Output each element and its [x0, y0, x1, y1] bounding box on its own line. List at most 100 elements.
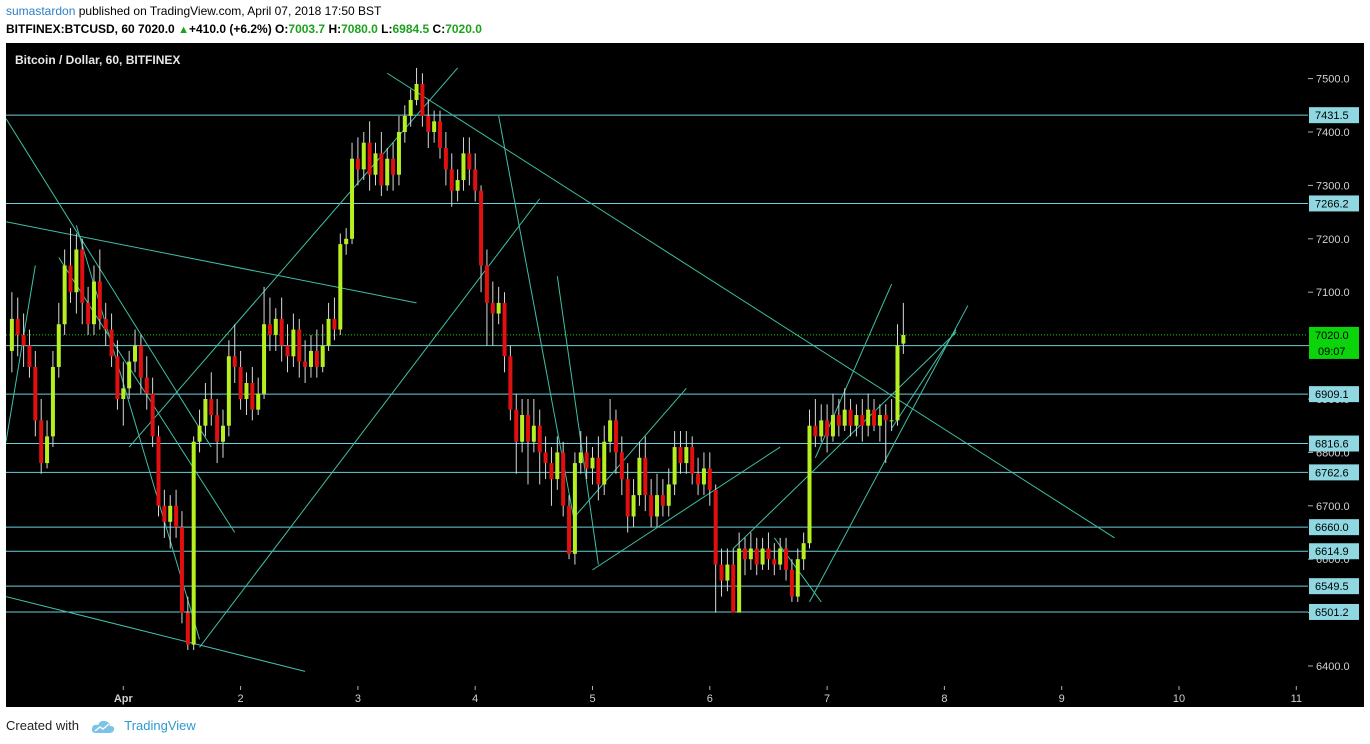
candle-body: [127, 361, 132, 389]
candle-body: [866, 409, 871, 426]
level-tag-bg: [1309, 543, 1359, 560]
candle-body: [39, 420, 44, 464]
candle-body: [666, 484, 671, 506]
candle-body: [895, 345, 900, 421]
open-value: 7003.7: [288, 22, 326, 36]
x-tick-label: 6: [707, 693, 713, 705]
candle-body: [27, 345, 32, 367]
candle-body: [74, 249, 79, 293]
created-with-text: Created with: [6, 718, 79, 733]
trendline: [199, 198, 541, 648]
candle-body: [115, 356, 120, 399]
candle-body: [438, 121, 443, 149]
candle-body: [215, 415, 220, 442]
candle-body: [185, 612, 190, 645]
candle-body: [467, 153, 472, 170]
candle-body: [561, 452, 566, 506]
time-scale[interactable]: [6, 686, 1308, 707]
candle-body: [672, 447, 677, 485]
x-tick-label: 7: [824, 693, 830, 705]
footer: Created with TradingView: [6, 718, 196, 734]
trendline: [75, 225, 201, 640]
candle-body: [637, 457, 642, 496]
candle-body: [819, 420, 824, 437]
chart-area[interactable]: [6, 43, 1308, 686]
candle-body: [291, 329, 296, 357]
candle-body: [625, 479, 630, 517]
candle-body: [267, 324, 272, 335]
candle-body: [731, 564, 736, 613]
y-tick-label: 7100.0: [1316, 287, 1350, 299]
tradingview-link[interactable]: TradingView: [124, 718, 196, 733]
low-value: 6984.5: [392, 22, 430, 36]
candle-body: [590, 457, 595, 469]
candle-body: [320, 345, 325, 367]
candle-body: [103, 318, 108, 330]
candle-body: [678, 447, 683, 464]
candle-body: [197, 425, 202, 442]
candle-body: [33, 366, 38, 421]
trendline: [6, 596, 306, 672]
candle-body: [608, 420, 613, 442]
candle-body: [285, 345, 290, 357]
level-tag-label: 7431.5: [1315, 110, 1349, 122]
candle-body: [502, 302, 507, 357]
author-link[interactable]: sumastardon: [6, 4, 76, 18]
trendline: [732, 331, 957, 549]
candle-body: [742, 548, 747, 560]
y-tick-label: 6700.0: [1316, 501, 1350, 513]
current-price-label: 7020.0: [1315, 330, 1349, 342]
candle-body: [449, 169, 454, 191]
candle-body: [537, 425, 542, 453]
trendline: [128, 67, 458, 448]
candle-body: [109, 329, 114, 357]
price-change: +410.0 (+6.2%): [188, 22, 272, 36]
candle-body: [420, 83, 425, 116]
close-value: 7020.0: [445, 22, 482, 36]
candle-body: [162, 505, 167, 522]
level-tag-label: 6549.5: [1315, 581, 1349, 593]
x-tick-label: 5: [589, 693, 595, 705]
publish-info: sumastardon published on TradingView.com…: [6, 4, 381, 18]
candle-body: [901, 334, 906, 344]
candle-body: [836, 415, 841, 426]
candle-body: [232, 356, 237, 367]
candle-body: [748, 548, 753, 560]
price-scale[interactable]: [1308, 43, 1364, 707]
candle-body: [725, 564, 730, 581]
candle-body: [543, 452, 548, 464]
candle-body: [326, 318, 331, 346]
candle-body: [789, 569, 794, 597]
candle-body: [297, 329, 302, 362]
candle-body: [80, 249, 85, 303]
trendline: [6, 265, 36, 442]
candle-body: [361, 142, 366, 170]
candle-body: [854, 415, 859, 426]
candle-body: [391, 158, 396, 175]
candle-body: [602, 441, 607, 485]
candle-body: [496, 302, 501, 314]
candle-body: [596, 457, 601, 485]
y-tick-label: 6400.0: [1316, 661, 1350, 673]
candle-body: [156, 436, 161, 506]
x-tick-label: 11: [1291, 693, 1302, 705]
trendline: [574, 387, 687, 517]
candle-body: [784, 548, 789, 570]
candle-body: [443, 148, 448, 170]
candle-body: [21, 334, 26, 346]
candle-body: [690, 447, 695, 474]
level-tag-bg: [1309, 519, 1359, 536]
candle-body: [262, 324, 267, 394]
current-price-tag-bg: [1309, 326, 1359, 359]
candle-body: [432, 121, 437, 132]
candle-body: [91, 281, 96, 325]
candle-body: [256, 393, 261, 410]
level-tag-bg: [1309, 107, 1359, 124]
high-value: 7080.0: [341, 22, 378, 36]
candle-body: [531, 425, 536, 442]
candle-body: [813, 425, 818, 437]
candle-body: [766, 548, 771, 560]
candle-body: [56, 324, 61, 367]
ohlc-header: BITFINEX:BTCUSD, 60 7020.0 ▲+410.0 (+6.2…: [6, 22, 482, 36]
